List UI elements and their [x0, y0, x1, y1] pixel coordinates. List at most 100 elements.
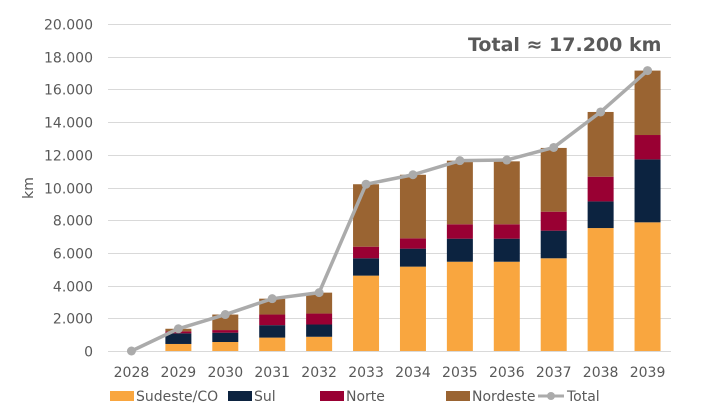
total-line — [126, 66, 653, 356]
bar-segment-sudeste-co — [446, 261, 473, 351]
bar-segment-norte — [399, 238, 426, 249]
bar-segment-sul — [446, 238, 473, 262]
bar-segment-nordeste — [587, 111, 614, 177]
legend-marker — [547, 392, 555, 400]
bar-segment-sudeste-co — [540, 258, 567, 351]
x-tick-label: 2028 — [114, 365, 150, 381]
y-tick-label: 0 — [84, 345, 93, 361]
legend-item-sul: Sul — [228, 389, 276, 405]
bar-segment-sul — [165, 333, 192, 344]
legend-label: Norte — [346, 389, 385, 405]
y-tick-label: 6.000 — [53, 247, 93, 263]
legend-item-norte: Norte — [320, 389, 385, 405]
total-point — [173, 324, 183, 334]
bar-segment-sudeste-co — [399, 266, 426, 351]
total-point — [314, 288, 324, 298]
bar-segment-norte — [259, 314, 286, 326]
legend-swatch — [446, 391, 470, 401]
total-point — [220, 310, 230, 320]
bar-segment-norte — [493, 224, 520, 239]
total-point — [502, 155, 512, 165]
gridlines — [108, 24, 671, 352]
bar-segment-norte — [353, 246, 380, 259]
bar-segment-norte — [634, 135, 661, 160]
bar-segment-sul — [399, 248, 426, 267]
x-tick-label: 2035 — [442, 365, 478, 381]
bar-segment-nordeste — [540, 147, 567, 212]
bar-segment-norte — [212, 330, 239, 333]
y-tick-label: 14.000 — [44, 116, 93, 132]
y-tick-label: 16.000 — [44, 83, 93, 99]
total-point — [267, 294, 277, 304]
x-tick-label: 2039 — [630, 365, 666, 381]
total-point — [455, 156, 465, 166]
legend-swatch — [228, 391, 252, 401]
legend-label: Total — [566, 389, 600, 405]
total-line-path — [130, 69, 649, 353]
bar-segment-sul — [353, 258, 380, 276]
total-point — [549, 142, 559, 152]
x-tick-label: 2033 — [348, 365, 384, 381]
y-tick-label: 18.000 — [44, 51, 93, 67]
bar-segment-sul — [259, 325, 286, 338]
legend-label: Nordeste — [472, 389, 535, 405]
bar-segment-sudeste-co — [165, 343, 192, 351]
legend-label: Sul — [254, 389, 276, 405]
bars — [165, 70, 661, 351]
x-tick-label: 2032 — [301, 365, 337, 381]
bar-segment-sudeste-co — [259, 337, 286, 351]
y-axis-label: km — [21, 177, 37, 199]
bar-segment-norte — [446, 224, 473, 239]
bar-segment-sul — [493, 238, 520, 262]
y-tick-label: 8.000 — [53, 214, 93, 230]
legend: Sudeste/CO Sul Norte Nordeste Total — [110, 389, 600, 405]
bar-segment-nordeste — [306, 292, 333, 314]
bar-segment-sudeste-co — [306, 336, 333, 351]
x-axis-ticks: 2028 2029 2030 2031 2032 2033 2034 2035 2036 2037… — [114, 365, 666, 381]
total-point — [126, 346, 136, 356]
bar-segment-sul — [306, 324, 333, 337]
bar-segment-norte — [306, 313, 333, 325]
bar-segment-nordeste — [493, 161, 520, 225]
x-tick-label: 2030 — [207, 365, 243, 381]
x-tick-label: 2036 — [489, 365, 525, 381]
legend-swatch — [320, 391, 344, 401]
bar-segment-norte — [587, 176, 614, 202]
bar-segment-nordeste — [212, 314, 239, 331]
bar-segment-sul — [634, 159, 661, 223]
total-point — [361, 179, 371, 189]
y-tick-label: 2.000 — [53, 312, 93, 328]
y-tick-label: 10.000 — [44, 182, 93, 198]
x-tick-label: 2031 — [254, 365, 290, 381]
x-tick-label: 2029 — [161, 365, 197, 381]
bar-segment-nordeste — [634, 70, 661, 136]
y-tick-label: 12.000 — [44, 149, 93, 165]
bar-segment-nordeste — [353, 184, 380, 247]
total-point — [408, 170, 418, 180]
bar-segment-sudeste-co — [587, 228, 614, 351]
y-tick-label: 20.000 — [44, 18, 93, 34]
legend-item-total: Total — [538, 389, 600, 405]
bar-segment-nordeste — [399, 174, 426, 239]
y-axis-ticks: 0 2.000 4.000 6.000 8.000 10.000 12.000 14.000 1… — [44, 18, 93, 361]
legend-item-nordeste: Nordeste — [446, 389, 535, 405]
y-tick-label: 4.000 — [53, 280, 93, 296]
x-tick-label: 2037 — [536, 365, 572, 381]
total-point — [596, 107, 606, 117]
x-tick-label: 2034 — [395, 365, 431, 381]
total-annotation: Total ≈ 17.200 km — [468, 34, 661, 56]
bar-segment-sul — [212, 332, 239, 343]
x-tick-label: 2038 — [583, 365, 619, 381]
bar-segment-sudeste-co — [353, 275, 380, 351]
bar-segment-norte — [540, 211, 567, 231]
bar-segment-sudeste-co — [212, 342, 239, 351]
total-point — [643, 66, 653, 76]
bar-segment-sul — [587, 201, 614, 229]
legend-label: Sudeste/CO — [136, 389, 218, 405]
bar-segment-sul — [540, 230, 567, 259]
bar-segment-nordeste — [446, 160, 473, 225]
legend-swatch — [110, 391, 134, 401]
bar-segment-sudeste-co — [493, 261, 520, 351]
bar-segment-sudeste-co — [634, 222, 661, 351]
